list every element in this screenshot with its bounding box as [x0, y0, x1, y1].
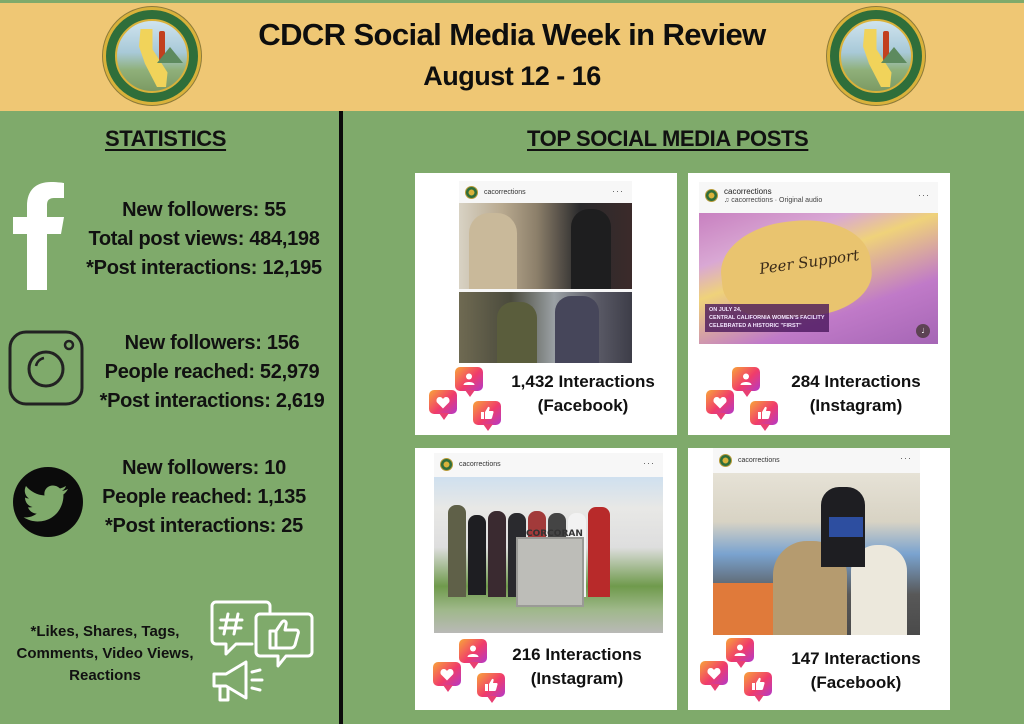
column-divider: [339, 111, 343, 724]
heart-reaction-icon: [700, 661, 728, 691]
twitter-new-followers: New followers: 10: [122, 457, 286, 479]
follow-reaction-icon: [726, 638, 754, 668]
more-options-icon[interactable]: ···: [918, 190, 930, 200]
post-card-1[interactable]: cacorrections ··· 1,432 Interactions (Fa…: [415, 173, 677, 435]
original-audio-label[interactable]: ♫ cacorrections · Original audio: [724, 197, 823, 204]
heart-reaction-icon: [433, 662, 461, 692]
like-reaction-icon: [744, 672, 772, 702]
account-avatar: [719, 454, 732, 467]
interactions-footnote: *Likes, Shares, Tags, Comments, Video Vi…: [16, 623, 194, 684]
post-photo-top: [459, 203, 632, 289]
cdcr-seal-right: [827, 7, 925, 105]
top-posts-heading: TOP SOCIAL MEDIA POSTS: [527, 126, 809, 151]
post-header: cacorrections ···: [713, 448, 920, 473]
instagram-people-reached: People reached: 52,979: [104, 361, 320, 383]
more-options-icon[interactable]: ···: [612, 186, 624, 196]
instagram-post-interactions: *Post interactions: 2,619: [99, 390, 325, 412]
twitter-stats: New followers: 10 People reached: 1,135 …: [84, 454, 324, 541]
post-header: cacorrections ♫ cacorrections · Original…: [699, 182, 938, 212]
post-4-stats: 147 Interactions (Facebook): [776, 647, 936, 695]
reaction-icons: [429, 367, 501, 431]
post-photo-bottom: [459, 292, 632, 363]
twitter-people-reached: People reached: 1,135: [102, 486, 306, 508]
account-name: cacorrections: [459, 460, 501, 468]
facebook-post-views: Total post views: 484,198: [88, 228, 320, 250]
account-name: cacorrections: [738, 457, 780, 464]
interaction-count: 216 Interactions: [512, 645, 642, 664]
facebook-stats: New followers: 55 Total post views: 484,…: [70, 196, 338, 283]
post-photo: [713, 473, 920, 635]
interaction-count: 147 Interactions: [791, 649, 921, 668]
reaction-icons: [700, 638, 772, 702]
post-header: cacorrections ···: [434, 453, 663, 475]
more-options-icon[interactable]: ···: [900, 453, 912, 463]
post-1-stats: 1,432 Interactions (Facebook): [503, 370, 663, 418]
more-options-icon[interactable]: ···: [643, 458, 655, 468]
interaction-count: 1,432 Interactions: [511, 372, 655, 391]
reaction-icons: [706, 367, 778, 431]
caption-line: ON JULY 24,: [709, 307, 742, 313]
monument-text: CORCORAN: [526, 529, 583, 539]
twitter-post-interactions: *Post interactions: 25: [105, 515, 303, 537]
post-card-3[interactable]: cacorrections ··· CORCORAN: [415, 448, 677, 710]
post-preview-1[interactable]: cacorrections ···: [459, 181, 632, 363]
like-reaction-icon: [477, 673, 505, 703]
like-reaction-icon: [473, 401, 501, 431]
cdcr-seal-left: [103, 7, 201, 105]
statistics-heading: STATISTICS: [105, 126, 227, 151]
instagram-icon: [8, 330, 84, 406]
post-preview-4[interactable]: cacorrections ···: [713, 448, 920, 635]
post-card-2[interactable]: cacorrections ♫ cacorrections · Original…: [688, 173, 950, 435]
account-name: cacorrections: [724, 187, 772, 196]
video-caption-overlay: ON JULY 24, CENTRAL CALIFORNIA WOMEN'S F…: [705, 304, 829, 332]
header-banner: CDCR Social Media Week in Review August …: [0, 3, 1024, 111]
date-range: August 12 - 16: [423, 61, 601, 91]
account-avatar: [705, 189, 718, 202]
platform-label: (Instagram): [809, 396, 903, 415]
instagram-stats: New followers: 156 People reached: 52,97…: [86, 329, 338, 416]
caption-line: CELEBRATED A HISTORIC "FIRST": [709, 323, 802, 329]
facebook-post-interactions: *Post interactions: 12,195: [86, 257, 322, 279]
social-engagement-icon: [208, 598, 316, 706]
post-card-4[interactable]: cacorrections ··· 147 Interactions (Face…: [688, 448, 950, 710]
post-video[interactable]: Peer Support ON JULY 24, CENTRAL CALIFOR…: [699, 213, 938, 344]
post-3-stats: 216 Interactions (Instagram): [497, 643, 657, 691]
post-header: cacorrections ···: [459, 181, 632, 203]
like-reaction-icon: [750, 401, 778, 431]
platform-label: (Instagram): [530, 669, 624, 688]
follow-reaction-icon: [732, 367, 760, 397]
facebook-icon: [11, 182, 67, 290]
post-photo: CORCORAN: [434, 477, 663, 633]
account-name: cacorrections: [484, 188, 526, 196]
mute-toggle-icon[interactable]: ♩: [916, 324, 930, 338]
facebook-new-followers: New followers: 55: [122, 199, 286, 221]
account-avatar: [440, 457, 453, 471]
post-preview-3[interactable]: cacorrections ··· CORCORAN: [434, 453, 663, 633]
instagram-new-followers: New followers: 156: [124, 332, 300, 354]
platform-label: (Facebook): [537, 396, 629, 415]
interaction-count: 284 Interactions: [791, 372, 921, 391]
platform-label: (Facebook): [810, 673, 902, 692]
follow-reaction-icon: [459, 639, 487, 669]
page-title: CDCR Social Media Week in Review: [258, 17, 766, 52]
follow-reaction-icon: [455, 367, 483, 397]
heart-reaction-icon: [429, 390, 457, 420]
account-avatar: [465, 185, 478, 199]
post-preview-2[interactable]: cacorrections ♫ cacorrections · Original…: [699, 182, 938, 344]
reaction-icons: [433, 639, 505, 703]
twitter-icon: [13, 467, 83, 537]
post-2-stats: 284 Interactions (Instagram): [776, 370, 936, 418]
heart-reaction-icon: [706, 390, 734, 420]
caption-line: CENTRAL CALIFORNIA WOMEN'S FACILITY: [709, 315, 825, 321]
